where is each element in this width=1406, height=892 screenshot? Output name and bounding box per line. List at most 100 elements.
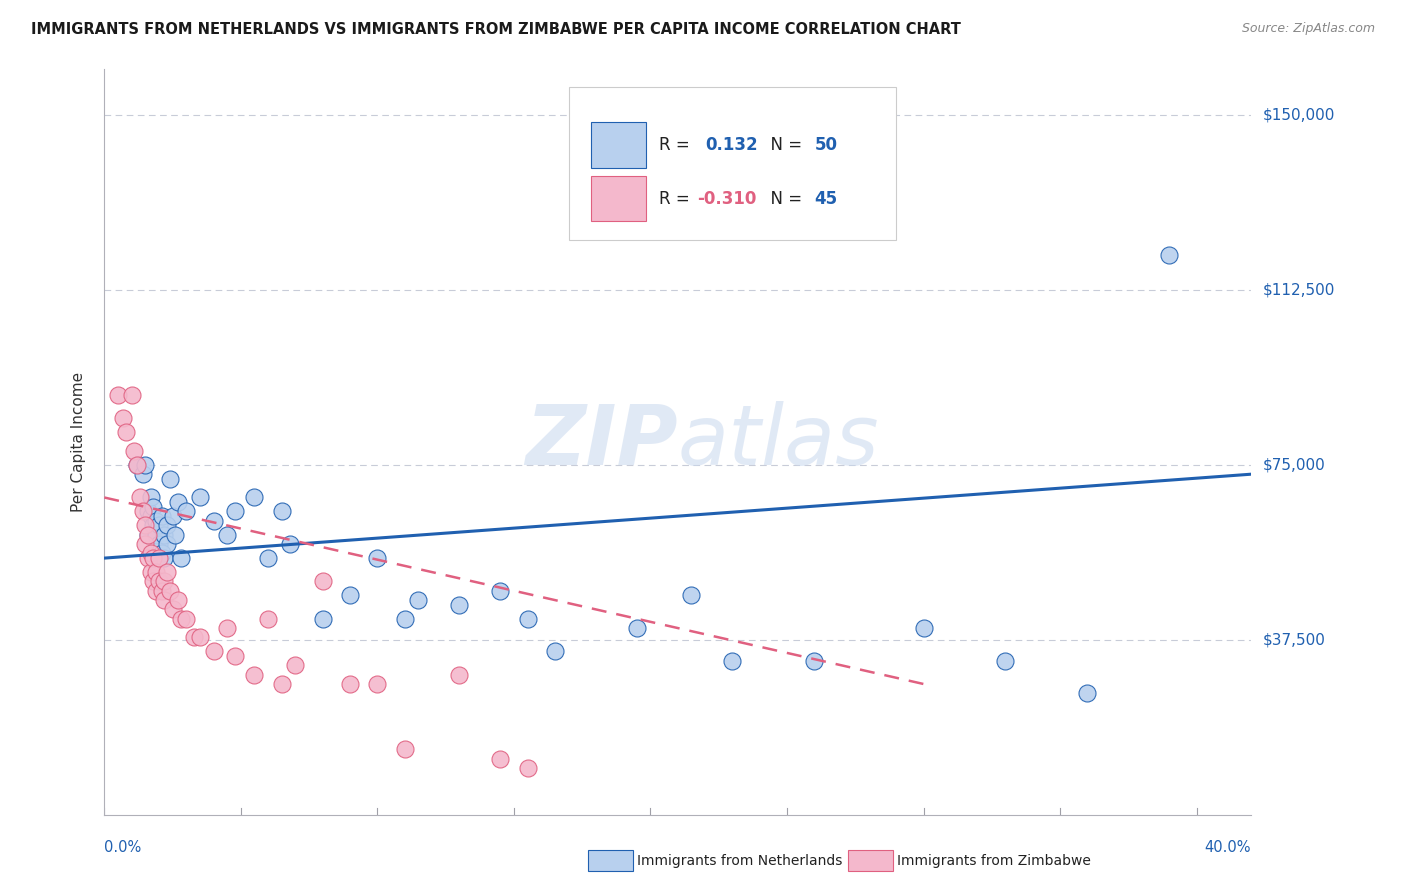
Point <box>312 612 335 626</box>
Point <box>153 574 176 589</box>
Point <box>139 546 162 560</box>
FancyBboxPatch shape <box>569 87 896 240</box>
Point <box>115 425 138 440</box>
Point <box>136 528 159 542</box>
Point <box>224 648 246 663</box>
Text: Immigrants from Zimbabwe: Immigrants from Zimbabwe <box>897 854 1091 868</box>
Point <box>1159 248 1181 262</box>
Point <box>145 565 167 579</box>
Point <box>162 602 184 616</box>
Text: N =: N = <box>761 190 807 208</box>
Point <box>121 388 143 402</box>
Point <box>148 537 170 551</box>
Point <box>153 528 176 542</box>
Point <box>156 537 179 551</box>
Point <box>167 495 190 509</box>
Point <box>224 504 246 518</box>
Point <box>1076 686 1098 700</box>
Point <box>174 612 197 626</box>
Point <box>139 565 162 579</box>
Point <box>912 621 935 635</box>
Point <box>139 509 162 524</box>
Text: $75,000: $75,000 <box>1263 458 1324 473</box>
Point <box>128 491 150 505</box>
Point <box>139 491 162 505</box>
Point <box>270 504 292 518</box>
Point <box>721 654 744 668</box>
Text: $150,000: $150,000 <box>1263 108 1334 122</box>
Point <box>284 658 307 673</box>
Point <box>339 589 361 603</box>
Text: atlas: atlas <box>678 401 879 482</box>
Point <box>449 598 471 612</box>
Point <box>183 631 205 645</box>
Point <box>188 631 211 645</box>
Point <box>278 537 301 551</box>
Point <box>159 583 181 598</box>
Point <box>148 574 170 589</box>
Point <box>124 443 146 458</box>
Point <box>489 751 512 765</box>
Point <box>131 467 153 482</box>
Point <box>142 500 165 514</box>
Point <box>112 411 135 425</box>
Point <box>243 491 266 505</box>
Text: IMMIGRANTS FROM NETHERLANDS VS IMMIGRANTS FROM ZIMBABWE PER CAPITA INCOME CORREL: IMMIGRANTS FROM NETHERLANDS VS IMMIGRANT… <box>31 22 960 37</box>
Point <box>366 677 388 691</box>
Text: 0.0%: 0.0% <box>104 840 142 855</box>
Point <box>145 514 167 528</box>
Point <box>202 644 225 658</box>
Point <box>803 654 825 668</box>
Text: ZIP: ZIP <box>526 401 678 482</box>
Point <box>136 504 159 518</box>
Point <box>312 574 335 589</box>
Point <box>202 514 225 528</box>
Text: $112,500: $112,500 <box>1263 283 1334 298</box>
Point <box>626 621 648 635</box>
Text: 45: 45 <box>814 190 838 208</box>
Point <box>134 518 156 533</box>
Point <box>167 593 190 607</box>
Text: -0.310: -0.310 <box>697 190 756 208</box>
Point <box>489 583 512 598</box>
Point <box>145 583 167 598</box>
Text: 50: 50 <box>814 136 838 154</box>
Point <box>188 491 211 505</box>
Text: R =: R = <box>659 136 700 154</box>
Point <box>142 551 165 566</box>
Text: N =: N = <box>761 136 807 154</box>
Point <box>162 509 184 524</box>
Point <box>142 518 165 533</box>
Point <box>994 654 1017 668</box>
Point <box>516 761 538 775</box>
Point <box>170 612 193 626</box>
Point <box>217 528 239 542</box>
Text: Immigrants from Netherlands: Immigrants from Netherlands <box>637 854 842 868</box>
Text: Source: ZipAtlas.com: Source: ZipAtlas.com <box>1241 22 1375 36</box>
Point <box>156 565 179 579</box>
Point <box>150 583 173 598</box>
Text: 40.0%: 40.0% <box>1205 840 1251 855</box>
Point <box>148 518 170 533</box>
Point <box>136 551 159 566</box>
Point <box>159 472 181 486</box>
Point <box>125 458 148 472</box>
Point <box>408 593 430 607</box>
Point <box>217 621 239 635</box>
Point <box>257 551 280 566</box>
Point <box>243 667 266 681</box>
Point <box>136 528 159 542</box>
Point <box>145 528 167 542</box>
FancyBboxPatch shape <box>591 122 645 168</box>
Text: $37,500: $37,500 <box>1263 632 1326 648</box>
Point <box>366 551 388 566</box>
Point <box>339 677 361 691</box>
Point <box>107 388 129 402</box>
Point <box>156 518 179 533</box>
Y-axis label: Per Capita Income: Per Capita Income <box>72 371 86 512</box>
Point <box>681 589 703 603</box>
Point <box>174 504 197 518</box>
Point <box>257 612 280 626</box>
Point <box>142 574 165 589</box>
Point <box>131 504 153 518</box>
